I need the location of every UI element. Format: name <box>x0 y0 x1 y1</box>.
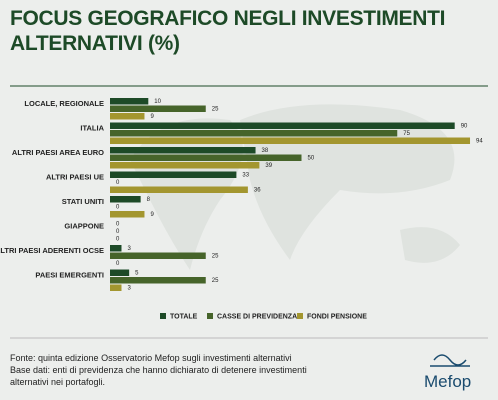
value-label: 0 <box>116 261 120 267</box>
value-label: 8 <box>147 197 151 203</box>
value-label: 9 <box>150 114 154 120</box>
legend-label: CASSE DI PREVIDENZA <box>217 313 297 320</box>
category-label: LOCALE, REGIONALE <box>24 99 104 108</box>
chart-title: FOCUS GEOGRAFICO NEGLI INVESTIMENTI ALTE… <box>10 6 445 56</box>
note: Base dati: enti di previdenza che hanno … <box>10 365 307 387</box>
bar <box>110 186 248 193</box>
title-line: FOCUS GEOGRAFICO NEGLI INVESTIMENTI <box>10 7 446 30</box>
value-label: 25 <box>212 106 219 112</box>
bar <box>110 137 471 144</box>
category-label: GIAPPONE <box>64 221 104 230</box>
value-label: 9 <box>150 212 154 218</box>
value-label: 39 <box>265 163 272 169</box>
bar <box>110 269 130 276</box>
category-label: ALTRI PAESI AREA EURO <box>12 148 104 157</box>
bar <box>110 105 206 112</box>
legend-label: TOTALE <box>170 313 198 320</box>
brand: Mefop <box>424 372 472 391</box>
bar <box>110 130 398 137</box>
bar <box>110 196 141 203</box>
value-label: 94 <box>476 138 483 144</box>
category-label: ALTRI PAESI UE <box>46 172 104 181</box>
legend-swatch <box>297 313 303 319</box>
category-label: ITALIA <box>80 123 104 132</box>
title-line: ALTERNATIVI (%) <box>10 32 180 55</box>
bar <box>110 154 302 161</box>
value-label: 50 <box>308 155 315 161</box>
bar <box>110 147 256 154</box>
value-label: 75 <box>403 131 410 137</box>
value-label: 3 <box>127 285 131 291</box>
logo-mark <box>430 354 470 367</box>
category-label: PAESI EMERGENTI <box>35 270 104 279</box>
legend-swatch <box>160 313 166 319</box>
legend-swatch <box>207 313 213 319</box>
category-label: STATI UNITI <box>62 197 104 206</box>
bar <box>110 284 122 291</box>
value-label: 0 <box>116 204 120 210</box>
bar <box>110 98 149 105</box>
bar <box>110 113 145 120</box>
value-label: 90 <box>461 123 468 129</box>
bar <box>110 211 145 218</box>
value-label: 0 <box>116 236 120 242</box>
category-label: ALTRI PAESI ADERENTI OCSE <box>0 246 104 255</box>
value-label: 38 <box>262 148 269 154</box>
value-label: 10 <box>154 99 161 105</box>
value-label: 36 <box>254 187 261 193</box>
value-label: 0 <box>116 180 120 186</box>
value-label: 25 <box>212 278 219 284</box>
bar <box>110 252 206 259</box>
legend-label: FONDI PENSIONE <box>307 313 367 320</box>
value-label: 3 <box>127 246 131 252</box>
bar <box>110 171 237 178</box>
bar <box>110 162 260 169</box>
value-label: 0 <box>116 229 120 235</box>
bar <box>110 122 455 129</box>
value-label: 25 <box>212 253 219 259</box>
source: Fonte: quinta edizione Osservatorio Mefo… <box>10 353 292 363</box>
bar <box>110 277 206 284</box>
value-label: 33 <box>242 172 249 178</box>
bar <box>110 245 122 252</box>
value-label: 0 <box>116 221 120 227</box>
value-label: 5 <box>135 270 139 276</box>
